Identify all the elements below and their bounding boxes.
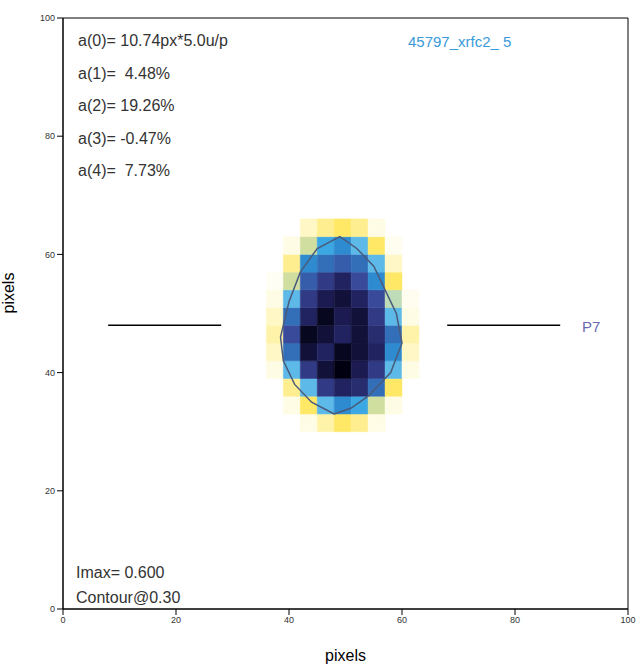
html-text:45797_xrfc2_ 5: 45797_xrfc2_ 5 bbox=[408, 33, 512, 50]
svg-text:0: 0 bbox=[50, 604, 55, 614]
svg-text:100: 100 bbox=[620, 615, 635, 625]
svg-text:20: 20 bbox=[45, 486, 55, 496]
svg-text:100: 100 bbox=[40, 13, 55, 23]
html-text:a(0)= 10.74px*5.0u/p: a(0)= 10.74px*5.0u/p bbox=[78, 32, 228, 49]
svg-text:0: 0 bbox=[60, 615, 65, 625]
svg-text:40: 40 bbox=[45, 368, 55, 378]
svg-text:80: 80 bbox=[510, 615, 520, 625]
html-text:a(2)= 19.26%: a(2)= 19.26% bbox=[78, 97, 175, 114]
svg-text:20: 20 bbox=[171, 615, 181, 625]
svg-text:40: 40 bbox=[284, 615, 294, 625]
html-text:Contour@0.30: Contour@0.30 bbox=[76, 589, 181, 606]
svg-text:pixels: pixels bbox=[0, 273, 17, 314]
svg-text:pixels: pixels bbox=[325, 647, 366, 664]
svg-text:60: 60 bbox=[45, 250, 55, 260]
html-text:a(3)= -0.47%: a(3)= -0.47% bbox=[78, 129, 171, 147]
svg-text:80: 80 bbox=[45, 131, 55, 141]
html-text:a(4)= 7.73%: a(4)= 7.73% bbox=[78, 162, 171, 179]
html-text:P7: P7 bbox=[582, 318, 601, 335]
svg-text:60: 60 bbox=[397, 615, 407, 625]
html-text:Imax= 0.600: Imax= 0.600 bbox=[76, 564, 165, 581]
html-text:a(1)= 4.48%: a(1)= 4.48% bbox=[78, 64, 171, 82]
